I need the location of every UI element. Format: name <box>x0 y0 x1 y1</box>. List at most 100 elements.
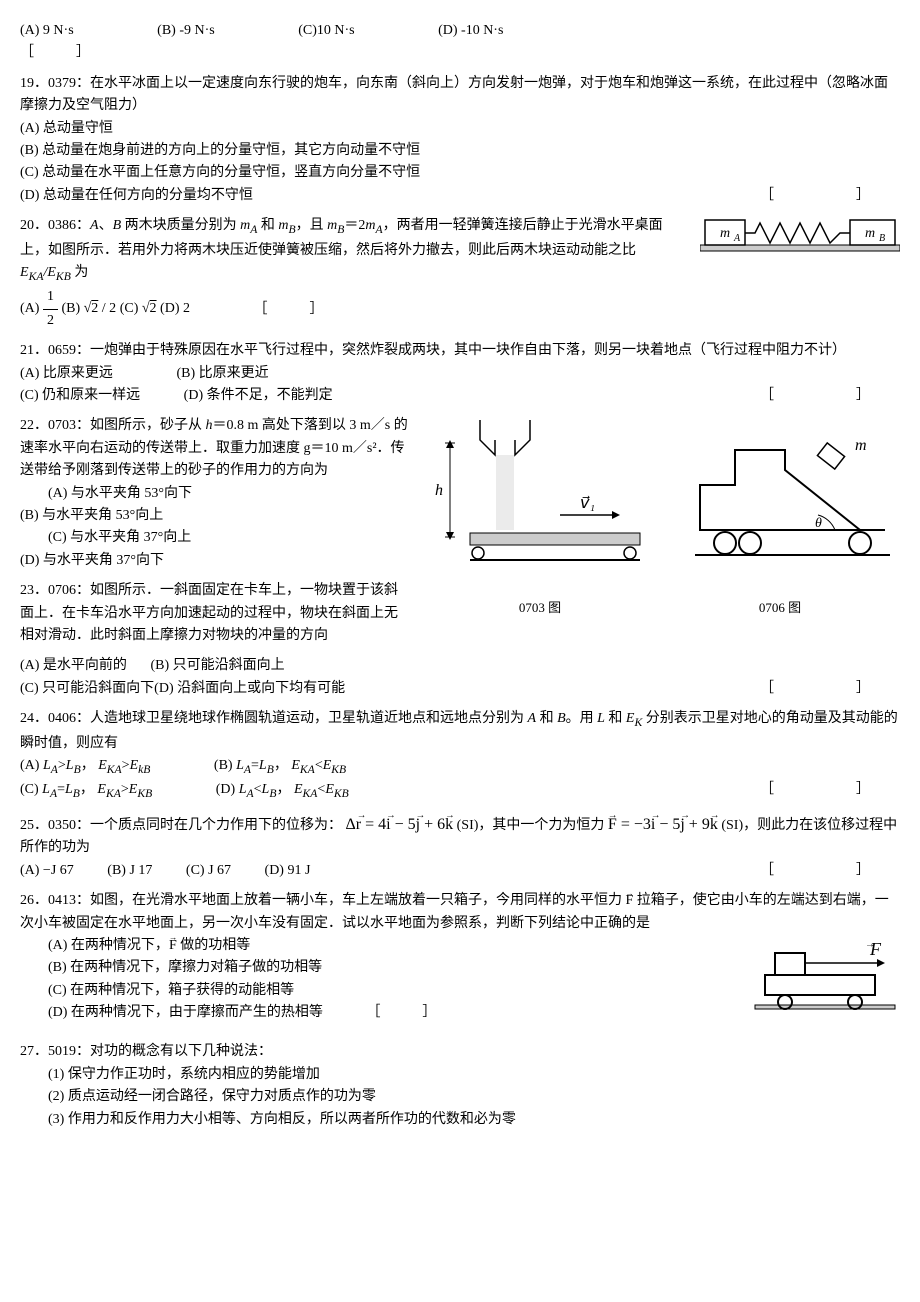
t1: 24．0406：人造地球卫星绕地球作椭圆轨道运动，卫星轨道近地点和远地点分别为 <box>20 711 528 726</box>
ground <box>700 245 900 251</box>
t2: (SI)，其中一个力为恒力 <box>457 818 608 833</box>
question-23: 23．0706：如图所示．一斜面固定在卡车上，一物块置于该斜面上．在卡车沿水平方… <box>20 580 410 647</box>
t1: 26．0413：如图，在光滑水平地面上放着一辆小车，车上左端放着一只箱子，今用同… <box>20 893 626 908</box>
opt-c-pre: (C) <box>120 302 142 317</box>
option-b: (B) 比原来更近 <box>176 366 268 381</box>
option-a: (A) 是水平向前的 <box>20 658 127 673</box>
option-b: (B) -9 N·s <box>157 23 215 38</box>
theta-label: θ <box>815 516 822 531</box>
answer-bracket: ［ ］ <box>760 385 880 407</box>
fig-label-0703: 0703 图 <box>519 598 561 619</box>
option-a: (A) 9 N·s <box>20 23 74 38</box>
cart-figure: F → <box>750 935 900 1033</box>
option-c: (C) LA=LB， EKA>EKB <box>20 782 152 797</box>
question-title: 24．0406：人造地球卫星绕地球作椭圆轨道运动，卫星轨道近地点和远地点分别为 … <box>20 708 900 755</box>
question-title: 19．0379：在水平冰面上以一定速度向东行驶的炮车，向东南（斜向上）方向发射一… <box>20 73 900 118</box>
q20-options: (A) 12 (B) √2 / 2 (C) √2 (D) 2 ［ ］ <box>20 286 900 332</box>
option-a: (A) 总动量守恒 <box>20 118 900 140</box>
opt-b-pre: (B) <box>61 302 83 317</box>
question-24: 24．0406：人造地球卫星绕地球作椭圆轨道运动，卫星轨道近地点和远地点分别为 … <box>20 708 900 804</box>
option-c: (C) 仍和原来一样远 <box>20 388 140 403</box>
option-b: (B) 只可能沿斜面向上 <box>150 658 284 673</box>
statement-3: (3) 作用力和反作用力大小相等、方向相反，所以两者所作功的代数和必为零 <box>20 1109 900 1131</box>
options: (A) −J 67 (B) J 17 (C) J 67 (D) 91 J ［ ］ <box>20 860 900 882</box>
question-20: 20．0386：A、B 两木块质量分别为 mA 和 mB，且 mB＝2mA，两者… <box>20 215 900 332</box>
fig-label-0706: 0706 图 <box>759 598 801 619</box>
answer-bracket: ［ ］ <box>760 779 880 801</box>
options-row1: (A) 是水平向前的 (B) 只可能沿斜面向上 <box>20 655 900 677</box>
question-25: 25．0350：一个质点同时在几个力作用下的位移为： Δ→r = 4→i − 5… <box>20 812 900 882</box>
t1: 20．0386： <box>20 218 90 233</box>
option-c: (C) 总动量在水平面上任意方向的分量守恒，竖直方向分量不守恒 <box>20 162 900 184</box>
option-d: (D) -10 N·s <box>438 23 503 38</box>
figure-0703: h v⃗₁ <box>435 420 640 560</box>
option-b: (B) 在两种情况下，摩擦力对箱子做的功相等 <box>20 957 740 979</box>
t6: ＝2 <box>344 218 365 233</box>
answer-bracket: ［ ］ <box>20 45 90 60</box>
frac-num: 1 <box>43 286 58 309</box>
t5: ，且 <box>296 218 328 233</box>
answer-bracket: ［ ］ <box>253 302 323 317</box>
t3: 。用 <box>566 711 598 726</box>
t8: 为 <box>71 265 89 280</box>
spring-figure: m A m B <box>700 215 900 263</box>
v-label: v⃗₁ <box>580 495 595 512</box>
options-row1: (A) 比原来更远 (B) 比原来更近 <box>20 363 900 385</box>
f-arrow: → <box>865 939 875 950</box>
t4: 和 <box>257 218 278 233</box>
label-ma-sub: A <box>733 233 741 244</box>
option-c: (C) J 67 <box>186 863 231 878</box>
question-19: 19．0379：在水平冰面上以一定速度向东行驶的炮车，向东南（斜向上）方向发射一… <box>20 73 900 207</box>
label-ma: m <box>720 226 730 241</box>
q22-q23-block: 22．0703：如图所示，砂子从 h＝0.8 m 高处下落到以 3 m／s 的速… <box>20 415 900 655</box>
a2: 做的功相等 <box>177 938 251 953</box>
a1: (A) 在两种情况下， <box>48 938 169 953</box>
t2: 、 <box>99 218 113 233</box>
h-label: h <box>435 482 443 499</box>
figures-0703-0706: h v⃗₁ <box>420 415 900 618</box>
options-row2: (C) LA=LB， EKA>EKB (D) LA<LB， EKA<EKB ［ … <box>20 779 900 803</box>
opt-a-pre: (A) <box>20 302 43 317</box>
option-a: (A) 比原来更远 <box>20 366 113 381</box>
statement-2: (2) 质点运动经一闭合路径，保守力对质点作的功为零 <box>20 1086 900 1108</box>
question-title: 27．5019：对功的概念有以下几种说法： <box>20 1041 900 1063</box>
question-27: 27．5019：对功的概念有以下几种说法： (1) 保守力作正功时，系统内相应的… <box>20 1041 900 1131</box>
question-title: 25．0350：一个质点同时在几个力作用下的位移为： Δ→r = 4→i − 5… <box>20 812 900 860</box>
opt-d: (D) 2 <box>160 302 190 317</box>
label-mb-sub: B <box>879 233 885 244</box>
answer-bracket: ［ ］ <box>760 185 880 207</box>
label-mb: m <box>865 226 875 241</box>
option-d: (D) 沿斜面向上或向下均有可能 <box>154 681 345 696</box>
option-a: (A) 在两种情况下，→F 做的功相等 <box>20 935 740 957</box>
answer-bracket: ［ ］ <box>760 860 880 882</box>
option-d: (D) 91 J <box>265 863 311 878</box>
question-title: 26．0413：如图，在光滑水平地面上放着一辆小车，车上左端放着一只箱子，今用同… <box>20 890 900 935</box>
option-c: (C)10 N·s <box>298 23 354 38</box>
option-b: (B) J 17 <box>107 863 152 878</box>
question-title: 21．0659：一炮弹由于特殊原因在水平飞行过程中，突然炸裂成两块，其中一块作自… <box>20 340 900 362</box>
options-row2: (C) 仍和原来一样远 (D) 条件不足，不能判定 ［ ］ <box>20 385 900 407</box>
question-23-options: (A) 是水平向前的 (B) 只可能沿斜面向上 (C) 只可能沿斜面向下(D) … <box>20 655 900 700</box>
option-b: (B) LA=LB， EKA<EKB <box>214 758 346 773</box>
option-a: (A) 与水平夹角 53°向下 <box>20 483 410 505</box>
option-b: (B) 与水平夹角 53°向上 <box>20 505 410 527</box>
option-line: (D) 在两种情况下，由于摩擦而产生的热相等 ［ ］ <box>20 1002 740 1024</box>
answer-bracket: ［ ］ <box>760 678 880 700</box>
question-title: 23．0706：如图所示．一斜面固定在卡车上，一物块置于该斜面上．在卡车沿水平方… <box>20 580 410 647</box>
spring <box>745 223 850 243</box>
option-c: (C) 与水平夹角 37°向上 <box>20 527 410 549</box>
q22-t1: 22．0703：如图所示，砂子从 <box>20 418 206 433</box>
option-line: (D) 总动量在任何方向的分量均不守恒 ［ ］ <box>20 185 900 207</box>
option-d: (D) 与水平夹角 37°向下 <box>20 550 410 572</box>
question-26: 26．0413：如图，在光滑水平地面上放着一辆小车，车上左端放着一只箱子，今用同… <box>20 890 900 1033</box>
option-a: (A) −J 67 <box>20 863 74 878</box>
option-d: (D) 总动量在任何方向的分量均不守恒 <box>20 188 253 203</box>
statement-1: (1) 保守力作正功时，系统内相应的势能增加 <box>20 1064 900 1086</box>
t3: 两木块质量分别为 <box>121 218 240 233</box>
t1: 25．0350：一个质点同时在几个力作用下的位移为： <box>20 818 342 833</box>
t4: 和 <box>605 711 626 726</box>
option-d: (D) 在两种情况下，由于摩擦而产生的热相等 <box>48 1005 323 1020</box>
option-d: (D) 条件不足，不能判定 <box>184 388 333 403</box>
t2: 和 <box>536 711 557 726</box>
options-row1: (A) LA>LB， EKA>EkB (B) LA=LB， EKA<EKB <box>20 755 900 779</box>
